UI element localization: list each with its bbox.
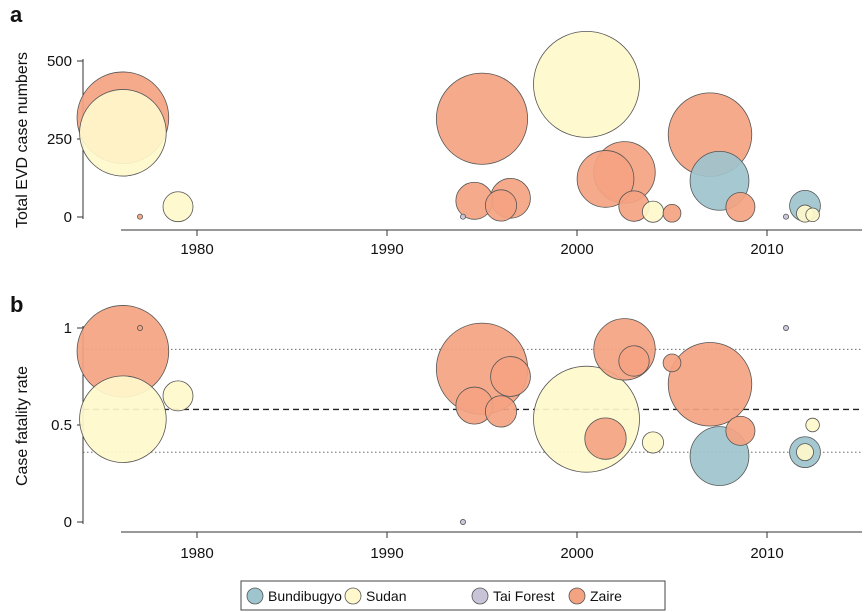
x-tick-label: 2000	[560, 545, 593, 562]
panel-b-plot-area: 0 0.5 1 1980 1990 2000 2010	[51, 305, 862, 562]
y-tick-label: 0	[64, 514, 72, 531]
panel-b-fatality-rate: b Case fatality rate 0 0.5 1 1980 1990 2000 20…	[10, 292, 862, 562]
x-tick-label: 1980	[180, 241, 213, 258]
panel-a-plot-area: 0 250 500 1980 1990 2000 2010	[47, 31, 862, 258]
legend-label-tai-forest: Tai Forest	[493, 588, 555, 604]
panel-a-y-axis-title: Total EVD case numbers	[14, 52, 31, 228]
legend-swatch-tai-forest	[471, 587, 489, 605]
bubble-zaire	[137, 325, 143, 331]
bubble-sudan	[533, 365, 640, 473]
bubble-sudan	[533, 31, 640, 138]
legend-label-sudan: Sudan	[366, 588, 406, 604]
legend-swatch-bundibugyo	[246, 587, 264, 605]
bubble-zaire	[484, 395, 518, 428]
legend-swatch-sudan	[344, 587, 362, 605]
bubble-zaire	[576, 150, 635, 208]
bubble-zaire	[667, 342, 753, 427]
bubble-tai-forest	[460, 213, 466, 220]
bubble-zaire	[618, 345, 650, 377]
y-tick-label: 0	[64, 209, 72, 226]
bubble-zaire	[490, 356, 531, 397]
bubble-zaire	[137, 213, 143, 220]
bubble-sudan	[805, 417, 820, 433]
y-tick-label: 0.5	[51, 417, 72, 434]
bubble-zaire	[725, 415, 756, 446]
x-tick-label: 1990	[370, 545, 403, 562]
legend-label-zaire: Zaire	[590, 588, 622, 604]
bubble-zaire	[662, 353, 682, 373]
bubble-sudan	[642, 200, 665, 223]
bubble-zaire	[584, 417, 627, 460]
legend-swatch-zaire	[568, 587, 586, 605]
bubble-zaire	[435, 72, 529, 165]
x-tick-label: 2010	[750, 545, 783, 562]
panel-b-label: b	[10, 292, 23, 317]
bubble-zaire	[662, 203, 682, 223]
bubble-sudan	[162, 380, 194, 412]
bubble-sudan	[79, 375, 167, 463]
bubble-sudan	[805, 207, 820, 223]
bubble-zaire	[725, 192, 756, 222]
y-tick-label: 250	[47, 131, 72, 148]
bubble-sudan	[796, 443, 814, 462]
legend-frame	[240, 580, 666, 611]
x-tick-label: 2010	[750, 241, 783, 258]
bubble-sudan	[642, 431, 665, 454]
bubble-tai-forest	[783, 213, 789, 220]
panel-a-label: a	[10, 2, 23, 27]
legend-label-bundibugyo: Bundibugyo	[268, 588, 342, 604]
y-tick-label: 1	[64, 320, 72, 337]
y-tick-label: 500	[47, 53, 72, 70]
panel-b-y-axis-title: Case fatality rate	[14, 366, 31, 486]
bubble-tai-forest	[460, 519, 466, 525]
bubble-sudan	[162, 191, 194, 223]
legend: Bundibugyo Sudan Tai Forest Zaire	[240, 580, 666, 611]
bubble-tai-forest	[783, 325, 789, 331]
bubble-sudan	[79, 89, 167, 177]
bubble-zaire	[484, 189, 518, 222]
x-tick-label: 2000	[560, 241, 593, 258]
x-tick-label: 1980	[180, 545, 213, 562]
panel-a-case-numbers: a Total EVD case numbers 0 250 500 1980 1990…	[10, 2, 862, 258]
x-tick-label: 1990	[370, 241, 403, 258]
